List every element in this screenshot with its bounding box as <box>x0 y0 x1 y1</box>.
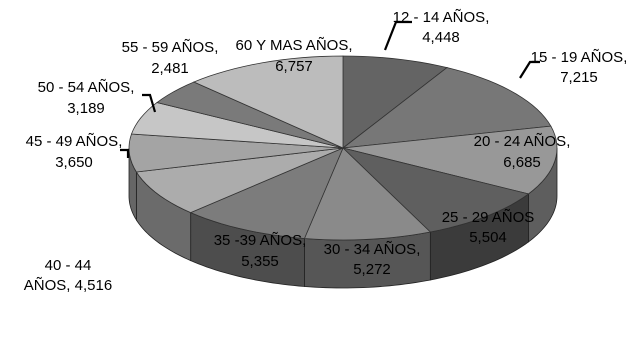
leader-lines <box>120 20 540 158</box>
slice-value-6: 5,355 <box>241 253 279 270</box>
slice-value-3: 6,685 <box>503 154 541 171</box>
slice-value-2: 7,215 <box>560 69 598 86</box>
slice-label-7-cont: AÑOS, 4,516 <box>24 277 112 294</box>
pie-slice-11 <box>192 55 344 149</box>
leader-line-1 <box>383 20 412 51</box>
pie-slice-1 <box>342 55 448 149</box>
leader-line-2 <box>519 60 540 79</box>
slice-label-9: 50 - 54 AÑOS, <box>38 79 135 96</box>
slice-label-4: 25 - 29 AÑOS <box>442 209 535 226</box>
slice-value-9: 3,189 <box>67 100 105 117</box>
pie-slice-10 <box>156 81 344 149</box>
pie-slice-7 <box>135 147 344 214</box>
pie-slice-4 <box>341 147 530 233</box>
slice-value-1: 4,448 <box>422 29 460 46</box>
slice-value-10: 2,481 <box>151 60 189 77</box>
pie-slice-8 <box>128 133 344 173</box>
pie-slice-2 <box>341 67 552 149</box>
slice-label-11: 60 Y MAS AÑOS, <box>235 37 352 54</box>
slice-label-10: 55 - 59 AÑOS, <box>122 39 219 56</box>
slice-label-3: 20 - 24 AÑOS, <box>474 133 571 150</box>
slice-labels: 12 - 14 AÑOS, 4,448 15 - 19 AÑOS, 7,215 20 -… <box>24 9 626 294</box>
leader-line-8 <box>120 148 130 158</box>
slice-label-6: 35 -39 AÑOS, <box>214 232 307 249</box>
slice-value-8: 3,650 <box>55 154 93 171</box>
leader-line-9 <box>142 93 157 113</box>
slice-label-1: 12 - 14 AÑOS, <box>393 9 490 26</box>
pie-slices <box>128 55 558 241</box>
pie-slice-6 <box>189 147 344 239</box>
pie-slice-3 <box>342 125 558 195</box>
slice-label-2: 15 - 19 AÑOS, <box>531 49 626 66</box>
slice-value-5: 5,272 <box>353 261 391 278</box>
slice-value-11: 6,757 <box>275 58 313 75</box>
slice-label-5: 30 - 34 AÑOS, <box>324 241 421 258</box>
slice-label-8: 45 - 49 AÑOS, <box>26 133 123 150</box>
slice-label-7: 40 - 44 <box>45 257 92 274</box>
pie-slice-5 <box>303 147 432 241</box>
slice-value-4: 5,504 <box>469 229 507 246</box>
